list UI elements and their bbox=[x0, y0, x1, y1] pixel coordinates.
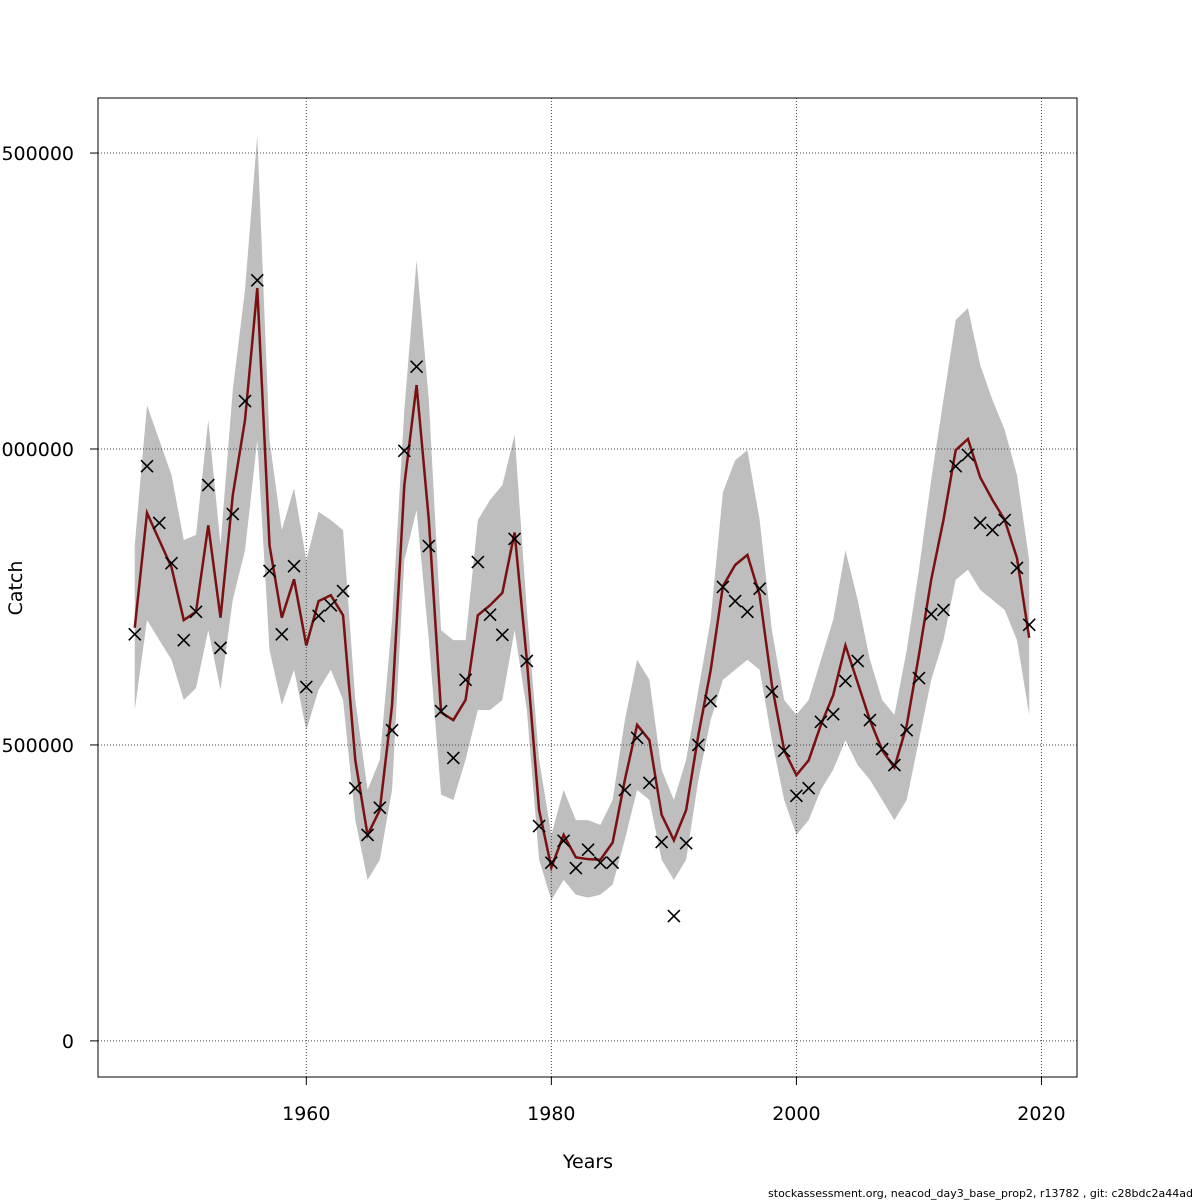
series-line bbox=[133, 287, 1031, 872]
observed-marker bbox=[287, 559, 301, 573]
observed-marker bbox=[887, 758, 901, 772]
observed-marker bbox=[875, 742, 889, 756]
observed-marker bbox=[924, 607, 938, 621]
observed-marker bbox=[826, 707, 840, 721]
x-tick-label: 2020 bbox=[1017, 1103, 1065, 1125]
y-tick-label: 1500000 bbox=[0, 143, 74, 165]
observed-marker bbox=[789, 789, 803, 803]
observed-marker bbox=[299, 680, 313, 694]
observed-marker bbox=[213, 641, 228, 655]
observed-marker bbox=[226, 507, 240, 521]
observed-marker bbox=[716, 580, 730, 594]
observed-marker bbox=[434, 704, 448, 718]
observed-marker bbox=[495, 628, 509, 642]
observed-marker bbox=[483, 608, 497, 622]
x-tick-label: 1980 bbox=[527, 1103, 575, 1125]
observed-marker bbox=[814, 715, 828, 729]
observed-marker bbox=[520, 654, 534, 668]
observed-marker bbox=[238, 394, 252, 408]
observed-marker bbox=[667, 909, 681, 923]
observed-marker bbox=[410, 360, 424, 374]
observed-marker bbox=[1010, 561, 1024, 575]
observed-marker bbox=[606, 856, 620, 870]
observed-marker bbox=[336, 584, 350, 598]
observed-marker bbox=[152, 516, 166, 530]
plot-frame bbox=[97, 97, 1078, 1078]
observed-marker bbox=[557, 834, 571, 848]
observed-marker bbox=[459, 673, 473, 687]
observed-marker bbox=[863, 713, 877, 727]
observed-marker bbox=[140, 459, 154, 473]
y-tick-label: 1000000 bbox=[0, 439, 74, 461]
observed-marker bbox=[275, 627, 289, 641]
y-tick-label: 0 bbox=[62, 1031, 74, 1053]
observed-marker bbox=[177, 633, 191, 647]
observed-marker bbox=[679, 836, 693, 850]
observed-marker bbox=[630, 731, 644, 745]
observed-marker bbox=[655, 835, 669, 849]
observed-marker bbox=[753, 582, 767, 596]
observed-marker bbox=[201, 478, 215, 492]
observed-marker bbox=[544, 856, 558, 870]
observed-marker bbox=[936, 603, 951, 617]
observed-marker bbox=[998, 513, 1012, 527]
observed-marker bbox=[397, 444, 411, 458]
observed-marker bbox=[985, 523, 1000, 537]
observed-marker bbox=[324, 598, 338, 612]
y-axis-label: Catch bbox=[5, 561, 27, 616]
observed-marker bbox=[704, 694, 718, 708]
observed-marker bbox=[569, 861, 583, 875]
x-axis-label: Years bbox=[562, 1151, 613, 1173]
observed-marker bbox=[642, 776, 656, 790]
x-tick-label: 1960 bbox=[282, 1103, 330, 1125]
observed-marker bbox=[581, 843, 595, 857]
observed-marker bbox=[593, 856, 607, 870]
observed-marker bbox=[900, 723, 914, 737]
observed-marker bbox=[961, 448, 975, 462]
y-tick-label: 500000 bbox=[1, 735, 74, 757]
observed-marker bbox=[618, 783, 632, 797]
observed-marker bbox=[446, 751, 460, 765]
confidence-band bbox=[134, 135, 1030, 901]
observed-marker bbox=[973, 516, 987, 530]
observed-marker bbox=[471, 555, 485, 569]
observed-marker bbox=[189, 605, 203, 619]
observed-marker bbox=[802, 781, 816, 795]
observed-marker bbox=[1022, 618, 1036, 632]
observed-marker bbox=[912, 671, 926, 685]
observed-marker bbox=[949, 459, 963, 473]
observed-marker bbox=[385, 723, 399, 737]
observed-marker bbox=[250, 273, 264, 287]
observed-marker bbox=[348, 781, 362, 795]
observed-marker bbox=[691, 738, 705, 752]
observed-marker bbox=[508, 532, 522, 546]
observed-marker bbox=[728, 594, 742, 608]
observed-marker bbox=[740, 605, 754, 619]
observed-marker bbox=[311, 609, 326, 623]
footnote: stockassessment.org, neacod_day3_base_pr… bbox=[768, 1187, 1193, 1200]
observed-marker bbox=[532, 819, 546, 833]
observed-marker bbox=[360, 828, 375, 842]
observed-marker bbox=[128, 627, 142, 641]
observed-marker bbox=[262, 564, 277, 578]
observed-marker bbox=[765, 685, 779, 699]
x-tick-label: 2000 bbox=[772, 1103, 820, 1125]
observed-marker bbox=[777, 744, 791, 758]
observed-marker bbox=[422, 539, 436, 553]
observed-marker bbox=[851, 654, 865, 668]
observed-marker bbox=[838, 674, 852, 688]
observed-marker bbox=[164, 556, 179, 570]
observed-marker bbox=[373, 801, 387, 815]
